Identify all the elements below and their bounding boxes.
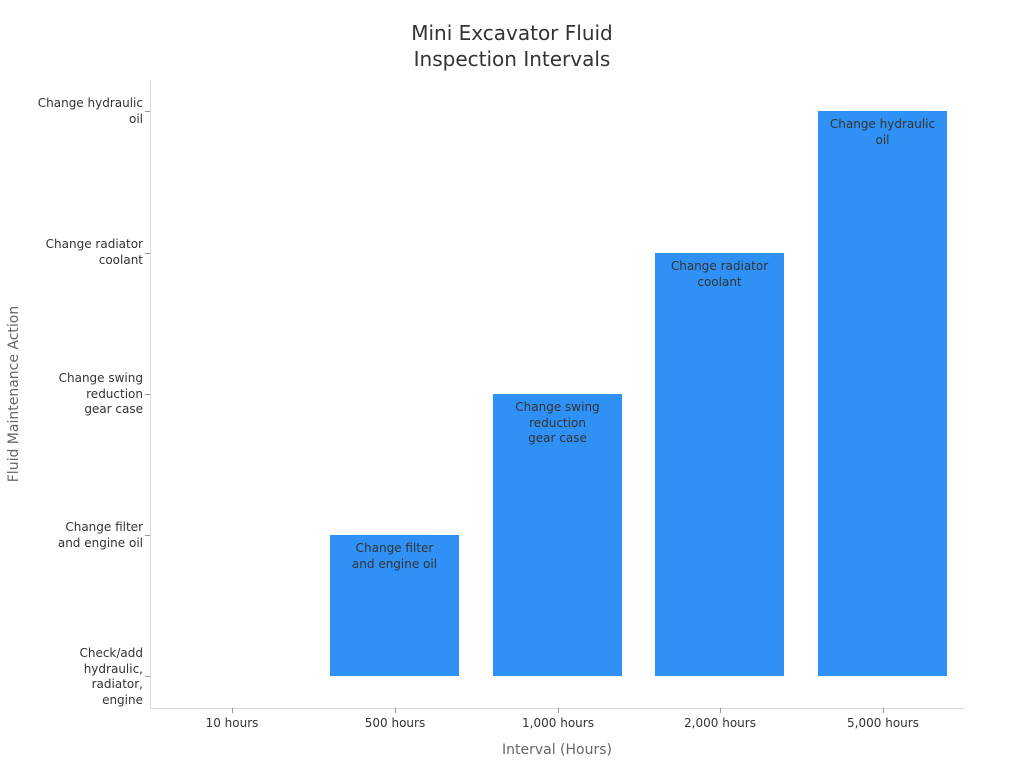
x-tick-label: 5,000 hours [847,716,919,730]
chart-title-line-2: Inspection Intervals [413,47,611,71]
x-tick [883,708,884,713]
bar-value-label: Change hydraulic oil [829,117,936,147]
y-axis-line [150,80,151,708]
chart-title-line-1: Mini Excavator Fluid [411,21,613,45]
bar-value-label: Change swing reduction gear case [515,400,600,445]
bar-2000-hours: Change radiator coolant [655,253,784,676]
y-tick-label: Change swing reduction gear case [58,371,143,416]
y-tick [145,394,150,395]
bar-5000-hours: Change hydraulic oil [818,111,947,676]
y-tick-label: Check/add hydraulic, radiator, engine [79,646,143,707]
bar-500-hours: Change filter and engine oil [330,535,459,676]
x-tick-label: 1,000 hours [522,716,594,730]
y-tick-label: Change filter and engine oil [57,520,143,550]
bar-value-label: Change radiator coolant [670,259,769,289]
x-tick [232,708,233,713]
x-tick-label: 500 hours [364,716,426,730]
y-tick [145,676,150,677]
chart-title: Mini Excavator Fluid Inspection Interval… [0,20,1024,72]
y-tick-label: Change hydraulic oil [37,96,143,126]
x-tick-label: 2,000 hours [684,716,756,730]
x-axis-title: Interval (Hours) [501,742,612,758]
y-tick [145,535,150,536]
y-axis-title: Fluid Maintenance Action [6,305,22,483]
bar-value-label: Change filter and engine oil [351,541,438,571]
y-tick [145,253,150,254]
x-tick-label: 10 hours [205,716,259,730]
x-tick [720,708,721,713]
bar-1000-hours: Change swing reduction gear case [493,394,622,676]
y-tick-label: Change radiator coolant [45,237,143,267]
x-tick [395,708,396,713]
x-axis-line [150,708,964,709]
y-tick [145,111,150,112]
x-tick [558,708,559,713]
